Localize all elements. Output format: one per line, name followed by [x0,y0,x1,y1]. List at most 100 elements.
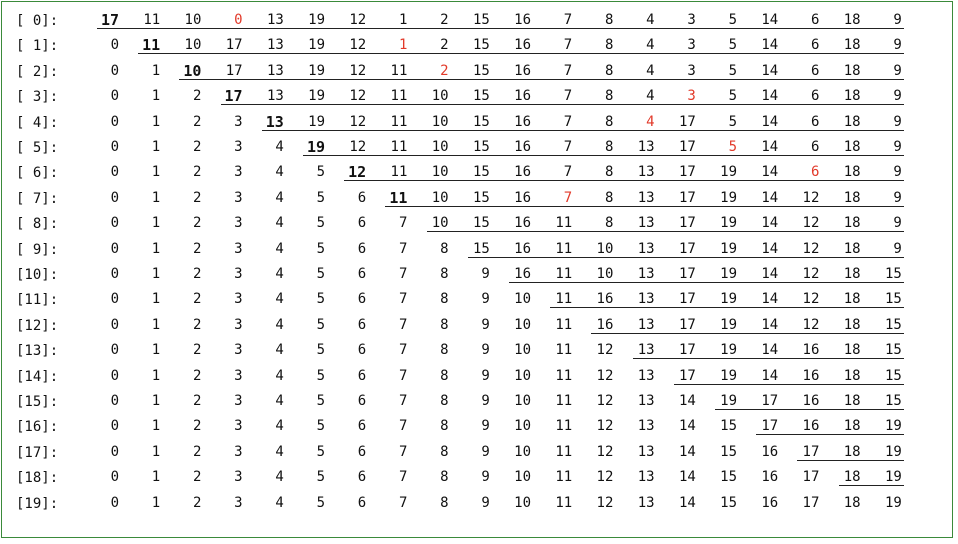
array-cell: 6 [357,266,367,282]
unsorted-range-underline [756,434,904,436]
array-cell: 11 [555,215,573,232]
array-cell: 17 [678,316,696,333]
array-cell: 4 [275,164,284,181]
array-cell: 0 [110,164,119,181]
array-cell: 19 [720,291,737,308]
array-cell: 12 [596,367,614,384]
array-cell: 1 [398,37,408,54]
unsorted-range-underline [838,485,904,487]
array-cell: 15 [472,37,490,54]
trace-row: [ 3]: 0 1 2 17 13 19 12 11 10 15 16 7 8 4 3 5 14 6 18 9 [0,84,958,109]
array-cell: 15 [472,113,490,130]
array-cell: 13 [637,342,655,359]
array-cell: 13 [637,494,655,511]
array-cell: 4 [275,443,284,460]
array-cell: 5 [316,189,325,206]
array-cell: 6 [357,469,367,486]
array-cell: 11 [555,291,573,308]
array-cell: 9 [481,316,490,333]
array-cell: 18 [843,494,861,511]
unsorted-range-underline [385,205,904,207]
trace-row: [ 7]: 0 1 2 3 4 5 6 11 10 15 16 7 8 13 17 19 14 12 18 9 [0,186,958,211]
array-cell: 2 [192,469,202,486]
array-cell: 0 [110,215,119,232]
array-cell: 16 [514,113,531,130]
array-cell: 17 [761,393,779,409]
array-cell: 14 [761,266,779,282]
array-cell: 2 [192,164,202,181]
array-cell: 9 [893,12,902,28]
array-cell: 4 [646,88,655,105]
array-cell: 0 [110,240,119,257]
array-cell: 14 [761,189,779,206]
array-cell: 9 [893,189,902,206]
array-cell: 15 [472,215,490,232]
array-cell: 1 [151,164,161,181]
row-index-label: [ 6]: [16,165,59,182]
array-cell: 1 [151,367,161,384]
array-cell: 11 [390,62,408,79]
array-cell: 16 [514,37,531,54]
array-cell: 18 [843,367,861,384]
array-cell: 11 [390,139,408,155]
array-cell: 8 [604,12,614,28]
array-cell: 12 [349,139,367,155]
array-cell: 8 [604,139,614,155]
array-cell: 4 [646,12,655,28]
array-cell: 7 [563,164,573,181]
array-cell: 5 [728,139,737,155]
array-cell: 17 [678,189,696,206]
array-cell: 17 [678,240,696,257]
array-cell: 0 [110,469,119,486]
array-cell: 7 [563,139,573,155]
array-cell: 12 [349,113,367,130]
array-cell: 12 [802,189,820,206]
array-cell: 1 [151,443,161,460]
array-cell: 10 [596,266,614,282]
array-cell: 6 [810,164,820,181]
array-cell: 10 [514,316,531,333]
array-cell: 16 [514,215,531,232]
array-cell: 19 [308,62,325,79]
array-cell: 8 [440,418,449,435]
array-cell: 10 [514,418,531,435]
trace-row: [13]: 0 1 2 3 4 5 6 7 8 9 10 11 12 13 17 19 14 16 18 15 [0,338,958,363]
array-cell: 16 [514,88,531,105]
array-cell: 2 [192,418,202,435]
array-cell: 13 [637,443,655,460]
array-cell: 18 [843,418,861,435]
row-index-label: [13]: [16,343,59,360]
array-cell: 8 [604,62,614,79]
row-index-label: [ 8]: [16,216,59,233]
array-cell: 15 [472,62,490,79]
array-cell: 3 [234,342,243,359]
array-cell: 18 [843,393,861,409]
array-cell: 9 [893,139,902,155]
array-cell: 5 [316,164,325,181]
array-cell: 4 [275,291,284,308]
array-cell: 11 [555,469,573,486]
array-cell: 10 [431,215,449,232]
array-cell: 19 [306,138,325,156]
array-cell: 8 [440,443,449,460]
array-cell: 3 [234,240,243,257]
unsorted-range-underline [303,155,904,156]
array-cell: 2 [192,189,202,206]
array-cell: 6 [357,418,367,435]
array-cell: 15 [720,418,737,435]
array-cell: 19 [884,443,902,460]
trace-row: [ 6]: 0 1 2 3 4 5 12 11 10 15 16 7 8 13 17 19 14 6 18 9 [0,160,958,185]
array-cell: 5 [728,12,737,28]
trace-row: [11]: 0 1 2 3 4 5 6 7 8 9 10 11 16 13 17 19 14 12 18 15 [0,287,958,312]
array-cell: 15 [884,266,902,282]
unsorted-range-underline [344,180,904,182]
array-cell: 14 [678,494,696,511]
array-cell: 19 [308,88,325,105]
array-cell: 2 [192,494,202,511]
array-cell: 8 [604,189,614,206]
array-cell: 19 [720,266,737,282]
trace-row: [17]: 0 1 2 3 4 5 6 7 8 9 10 11 12 13 14 15 16 17 18 19 [0,440,958,465]
array-cell: 4 [275,266,284,282]
array-cell: 10 [514,393,531,409]
row-index-label: [ 5]: [16,140,59,156]
